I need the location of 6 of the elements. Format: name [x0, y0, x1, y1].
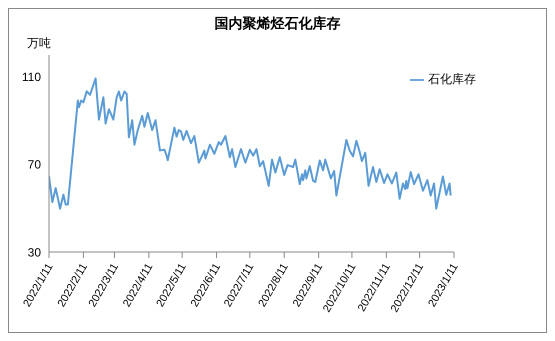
y-tick-label: 110: [22, 70, 42, 84]
chart-title: 国内聚烯烃石化库存: [214, 15, 342, 33]
y-tick-label: 70: [28, 158, 42, 172]
legend-label: 石化库存: [428, 72, 476, 86]
y-axis-title: 万吨: [27, 35, 51, 52]
y-tick-label: 30: [28, 245, 42, 260]
